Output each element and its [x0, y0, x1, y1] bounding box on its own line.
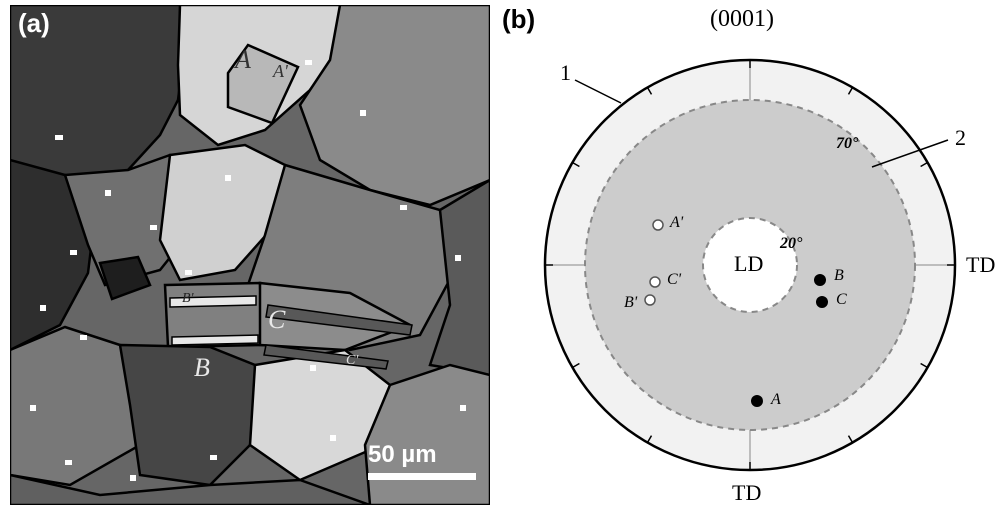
speck-3: [40, 305, 46, 311]
ebsd-map: 50 µm A A' B' C C' B: [10, 5, 490, 505]
speck-1: [105, 190, 111, 196]
grain-label-lbl-Bp: B': [182, 291, 194, 307]
speck-16: [185, 270, 192, 275]
point-pt-Ap: [653, 220, 663, 230]
point-label-pt-A: A: [771, 391, 781, 409]
speck-18: [70, 250, 77, 255]
panel-a-label: (a): [18, 8, 50, 39]
speck-13: [360, 110, 366, 116]
speck-8: [210, 455, 217, 460]
point-pt-C: [816, 296, 828, 308]
scalebar-text: 50 µm: [368, 441, 437, 469]
pole-figure-center-label: LD: [734, 251, 763, 277]
grain-label-lbl-A: A: [235, 45, 251, 75]
speck-12: [400, 205, 407, 210]
twin-twin-b-bot: [172, 335, 258, 345]
speck-0: [55, 135, 63, 140]
grain-label-lbl-Cp: C': [346, 353, 358, 369]
speck-19: [460, 405, 466, 411]
ebsd-map-svg: [10, 5, 490, 505]
point-pt-A: [751, 395, 763, 407]
pole-figure-title: (0001): [710, 6, 774, 33]
speck-9: [330, 435, 336, 441]
figure-root: 50 µm A A' B' C C' B (a) (b) (0001) LD TD TD 1 2 7…: [0, 0, 1000, 510]
speck-7: [130, 475, 136, 481]
angle-label-0: 70°: [836, 135, 858, 153]
point-label-pt-Cp: C': [667, 271, 681, 289]
panel-b: (b) (0001) LD TD TD 1 2 70° 20° A BC A' C' B': [500, 0, 1000, 510]
speck-14: [305, 60, 312, 65]
point-label-pt-Ap: A': [670, 214, 683, 232]
panel-b-label: (b): [502, 4, 535, 35]
point-label-pt-Bp: B': [624, 294, 637, 312]
leader-1: [575, 80, 621, 103]
grain-label-lbl-C: C: [268, 305, 285, 335]
point-label-pt-B: B: [834, 267, 844, 285]
speck-17: [310, 365, 316, 371]
speck-4: [80, 335, 87, 340]
speck-2: [150, 225, 157, 230]
region-label-2: 2: [955, 125, 966, 151]
point-pt-B: [814, 274, 826, 286]
grain-label-lbl-B: B: [194, 353, 210, 383]
grain-label-lbl-Ap: A': [273, 61, 288, 82]
speck-6: [65, 460, 72, 465]
angle-label-1: 20°: [780, 235, 802, 253]
panel-a: 50 µm A A' B' C C' B (a): [0, 0, 500, 510]
speck-5: [30, 405, 36, 411]
speck-15: [225, 175, 231, 181]
td-label-0: TD: [966, 252, 995, 278]
speck-11: [455, 255, 461, 261]
point-pt-Bp: [645, 295, 655, 305]
point-label-pt-C: C: [836, 291, 847, 309]
region-label-1: 1: [560, 60, 571, 86]
point-pt-Cp: [650, 277, 660, 287]
scalebar: [368, 473, 476, 480]
td-label-1: TD: [732, 480, 761, 506]
